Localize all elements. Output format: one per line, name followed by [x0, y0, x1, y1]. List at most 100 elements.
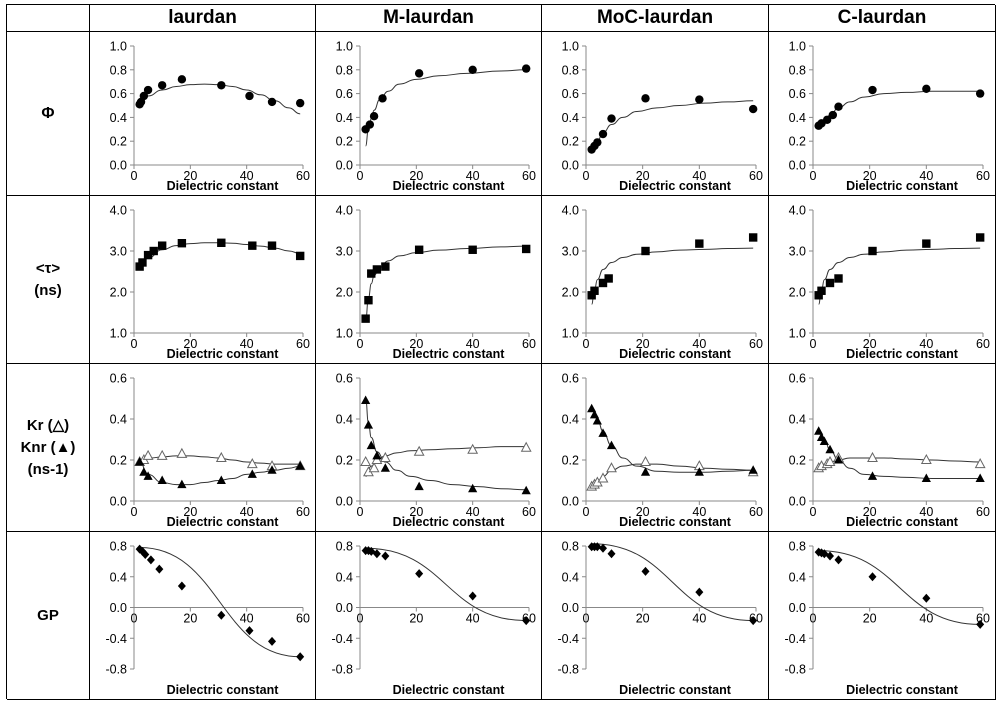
- y-tick-label: 1.0: [789, 40, 806, 54]
- data-point-k-0-1-5: [216, 475, 226, 484]
- chart-tau-m-laurdan: 1.0 2.0 3.0 4.0 0 20 40 60 Dielectric constant: [316, 196, 542, 364]
- chart-tau-laurdan: 1.0 2.0 3.0 4.0 0 20 40 60 Dielectric constant: [90, 196, 316, 364]
- fit-line-0: [591, 100, 754, 152]
- y-tick-label: 0.4: [110, 111, 127, 125]
- fit-line-0: [818, 90, 981, 129]
- row-header-k: Kr (△) Knr (▲) (ns-1): [7, 364, 90, 532]
- data-point-tau-0-0-1: [138, 258, 147, 267]
- chart-k-m-laurdan: 0.0 0.2 0.4 0.6 0 20 40 60 Dielectric constant: [316, 364, 542, 532]
- x-tick-label: 40: [240, 169, 254, 183]
- data-point-gp-1-0-6: [468, 591, 477, 601]
- data-point-k-2-0-4: [606, 462, 617, 473]
- data-point-k-3-1-4: [833, 455, 844, 464]
- column-header-laurdan: laurdan: [90, 5, 316, 32]
- x-axis-title: Dielectric constant: [393, 515, 506, 529]
- fit-line-0: [818, 550, 981, 625]
- chart-k-laurdan: 0.0 0.2 0.4 0.6 0 20 40 60 Dielectric constant: [90, 364, 316, 532]
- y-tick-label: 2.0: [562, 286, 579, 300]
- data-point-tau-0-0-6: [217, 238, 226, 247]
- x-tick-label: 0: [810, 612, 817, 626]
- y-tick-label: 4.0: [562, 204, 579, 218]
- data-point-gp-0-0-6: [217, 610, 226, 620]
- y-tick-label: 2.0: [110, 286, 127, 300]
- y-tick-label: 0.0: [110, 601, 127, 615]
- y-tick-label: 0.8: [562, 540, 579, 554]
- x-tick-label: 0: [131, 337, 138, 351]
- data-point-k-2-1-0: [587, 403, 597, 413]
- y-tick-label: -0.8: [784, 663, 806, 677]
- data-point-gp-3-0-6: [922, 593, 931, 603]
- data-point-k-1-1-7: [521, 485, 531, 495]
- data-point-tau-0-0-2: [143, 250, 153, 260]
- data-point-k-0-0-2: [142, 449, 154, 460]
- x-tick-label: 0: [131, 505, 138, 519]
- row-label-gp: GP: [37, 606, 59, 624]
- y-tick-label: 0.0: [336, 159, 353, 173]
- data-point-phi-0-0-9: [295, 98, 305, 108]
- x-tick-label: 40: [692, 337, 706, 351]
- row-label-tau: <τ>: [35, 259, 61, 277]
- data-point-gp-1-0-7: [522, 616, 531, 626]
- x-tick-label: 0: [583, 505, 590, 519]
- y-tick-label: 0.6: [110, 87, 127, 101]
- data-point-phi-0-0-3: [143, 85, 153, 95]
- data-point-phi-2-0-3: [598, 129, 608, 139]
- x-tick-label: 60: [749, 169, 763, 183]
- data-point-phi-0-0-6: [217, 81, 226, 90]
- data-point-k-0-1-0: [135, 457, 145, 466]
- x-tick-label: 0: [357, 612, 364, 626]
- data-point-k-3-0-7: [974, 458, 986, 469]
- y-tick-label: 0.2: [789, 135, 806, 149]
- y-tick-label: -0.4: [557, 632, 579, 646]
- row-label-tau-unit: (ns): [34, 281, 62, 299]
- chart-tau-moc-laurdan: 1.0 2.0 3.0 4.0 0 20 40 60 Dielectric constant: [542, 196, 769, 364]
- x-axis-title: Dielectric constant: [846, 347, 959, 361]
- x-tick-label: 60: [296, 169, 310, 183]
- data-point-k-2-0-3: [597, 472, 609, 483]
- data-point-k-0-0-4: [176, 447, 188, 458]
- chart-phi-c-laurdan: 0.0 0.2 0.4 0.6 0.8 1.0 0 20 40 60 Dielectric cons…: [769, 32, 996, 196]
- x-tick-label: 60: [749, 337, 763, 351]
- data-point-tau-2-0-5: [695, 239, 704, 248]
- y-tick-label: 0.0: [562, 495, 579, 509]
- y-tick-label: 0.8: [110, 63, 127, 77]
- row-label-knr: Knr (▲): [20, 438, 76, 456]
- x-tick-label: 20: [863, 169, 877, 183]
- data-point-k-1-1-3: [372, 450, 382, 460]
- y-tick-label: 0.2: [562, 454, 579, 468]
- y-tick-label: 1.0: [562, 40, 579, 54]
- y-tick-label: 0.8: [336, 63, 353, 77]
- x-tick-label: 40: [692, 169, 706, 183]
- x-tick-label: 0: [810, 505, 817, 519]
- y-tick-label: 0.8: [789, 63, 806, 77]
- data-point-tau-2-0-2: [598, 278, 608, 288]
- data-point-k-2-1-5: [640, 467, 651, 476]
- x-tick-label: 60: [522, 505, 536, 519]
- y-tick-label: 3.0: [336, 245, 353, 259]
- chart-gp-laurdan: -0.8 -0.4 0.0 0.4 0.8 0 20 40 60 Dielectric const…: [90, 532, 316, 700]
- x-tick-label: 20: [183, 337, 197, 351]
- data-point-k-0-1-1: [139, 467, 149, 476]
- x-tick-label: 60: [976, 169, 990, 183]
- data-point-k-0-0-3: [156, 449, 168, 460]
- x-tick-label: 60: [522, 337, 536, 351]
- y-tick-label: 0.8: [562, 63, 579, 77]
- fit-line-1: [818, 430, 981, 479]
- data-point-tau-1-0-5: [414, 245, 424, 254]
- fit-line-0: [365, 69, 527, 147]
- data-point-k-3-1-3: [825, 444, 835, 454]
- data-point-k-1-0-2: [368, 462, 380, 473]
- data-point-k-1-1-0: [361, 395, 371, 405]
- chart-k-c-laurdan: 0.0 0.2 0.4 0.6 0 20 40 60 Dielectric constant: [769, 364, 996, 532]
- data-point-phi-0-0-7: [245, 91, 254, 101]
- x-tick-label: 20: [409, 169, 423, 183]
- x-axis-title: Dielectric constant: [167, 683, 280, 697]
- data-point-tau-1-0-3: [372, 265, 382, 274]
- data-point-gp-0-0-8: [268, 636, 277, 646]
- x-tick-label: 20: [863, 337, 877, 351]
- x-tick-label: 40: [919, 505, 933, 519]
- x-axis-title: Dielectric constant: [167, 179, 280, 193]
- y-tick-label: 0.4: [562, 413, 579, 427]
- y-tick-label: 0.2: [110, 135, 127, 149]
- y-tick-label: 1.0: [336, 40, 353, 54]
